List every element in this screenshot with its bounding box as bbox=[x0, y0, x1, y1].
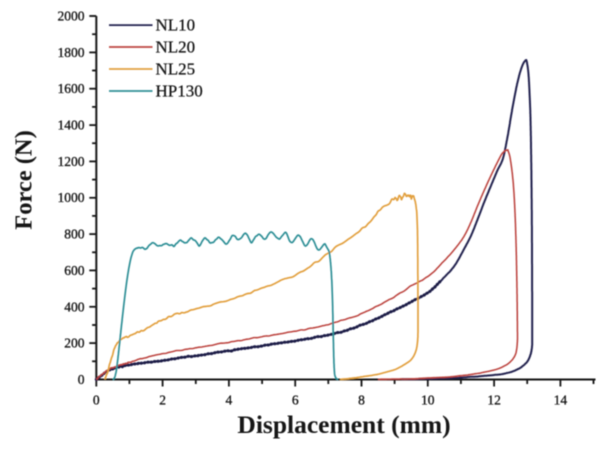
svg-text:2: 2 bbox=[159, 392, 166, 407]
svg-text:800: 800 bbox=[64, 227, 85, 242]
svg-text:HP130: HP130 bbox=[156, 82, 203, 101]
svg-text:10: 10 bbox=[421, 392, 435, 407]
svg-text:NL25: NL25 bbox=[156, 60, 196, 79]
svg-text:14: 14 bbox=[554, 392, 568, 407]
svg-text:4: 4 bbox=[226, 392, 233, 407]
svg-text:0: 0 bbox=[78, 372, 85, 387]
svg-text:2000: 2000 bbox=[58, 9, 85, 24]
svg-text:1800: 1800 bbox=[58, 45, 85, 60]
svg-text:NL10: NL10 bbox=[156, 16, 196, 35]
svg-text:600: 600 bbox=[64, 263, 85, 278]
svg-text:1400: 1400 bbox=[58, 118, 85, 133]
svg-text:6: 6 bbox=[292, 392, 299, 407]
svg-text:1200: 1200 bbox=[58, 154, 85, 169]
svg-text:NL20: NL20 bbox=[156, 38, 196, 57]
svg-text:1000: 1000 bbox=[58, 190, 85, 205]
svg-text:400: 400 bbox=[64, 299, 85, 314]
svg-text:Displacement (mm): Displacement (mm) bbox=[237, 410, 450, 439]
svg-text:8: 8 bbox=[358, 392, 365, 407]
svg-text:Force (N): Force (N) bbox=[10, 130, 37, 230]
svg-text:12: 12 bbox=[487, 392, 501, 407]
svg-text:1600: 1600 bbox=[58, 81, 85, 96]
svg-text:0: 0 bbox=[93, 392, 100, 407]
svg-text:200: 200 bbox=[64, 336, 85, 351]
